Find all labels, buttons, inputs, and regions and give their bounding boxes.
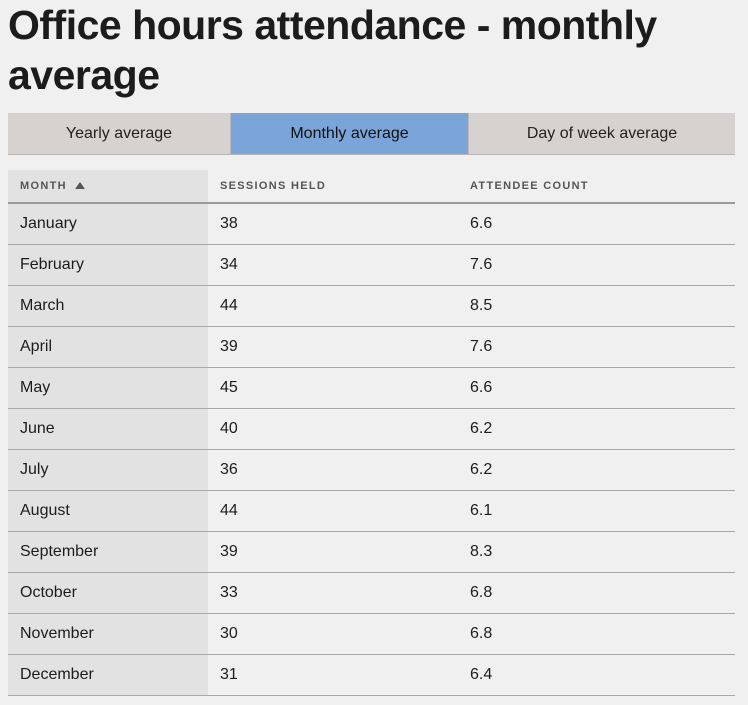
table-row: December 31 6.4 <box>8 655 735 696</box>
table-header: MONTH SESSIONS HELD ATTENDEE COUNT <box>8 170 735 204</box>
month-cell: September <box>8 532 208 572</box>
sessions-held-cell: 38 <box>220 215 238 232</box>
tab-day-of-week-average[interactable]: Day of week average <box>468 113 735 154</box>
attendee-count-cell: 6.2 <box>470 461 493 478</box>
month-cell: May <box>8 368 208 408</box>
sessions-held-cell: 44 <box>220 502 238 519</box>
table-row: November 30 6.8 <box>8 614 735 655</box>
sessions-held-cell: 39 <box>220 338 238 355</box>
attendee-count-cell: 8.3 <box>470 543 493 560</box>
month-cell: July <box>8 450 208 490</box>
table-row: October 33 6.8 <box>8 573 735 614</box>
table-row: September 39 8.3 <box>8 532 735 573</box>
month-cell: February <box>8 245 208 285</box>
sessions-held-cell: 33 <box>220 584 238 601</box>
sort-ascending-icon <box>74 182 85 189</box>
column-header-sessions-held[interactable]: SESSIONS HELD <box>208 170 458 202</box>
month-cell: November <box>8 614 208 654</box>
page-title: Office hours attendance - monthly averag… <box>8 2 657 98</box>
attendee-count-cell: 7.6 <box>470 256 493 273</box>
attendance-table: MONTH SESSIONS HELD ATTENDEE COUNT Janua… <box>8 170 735 696</box>
attendee-count-cell: 8.5 <box>470 297 493 314</box>
month-cell: March <box>8 286 208 326</box>
month-cell: December <box>8 655 208 695</box>
tab-monthly-average[interactable]: Monthly average <box>231 113 468 154</box>
month-cell: April <box>8 327 208 367</box>
table-row: June 40 6.2 <box>8 409 735 450</box>
table-row: February 34 7.6 <box>8 245 735 286</box>
table-row: May 45 6.6 <box>8 368 735 409</box>
sessions-held-cell: 39 <box>220 543 238 560</box>
column-header-month[interactable]: MONTH <box>8 170 208 202</box>
column-header-label: SESSIONS HELD <box>220 180 327 192</box>
attendee-count-cell: 6.6 <box>470 215 493 232</box>
column-header-attendee-count[interactable]: ATTENDEE COUNT <box>458 170 735 202</box>
month-cell: August <box>8 491 208 531</box>
column-header-label: MONTH <box>20 180 67 192</box>
sessions-held-cell: 31 <box>220 666 238 683</box>
column-header-label: ATTENDEE COUNT <box>470 180 589 192</box>
month-cell: October <box>8 573 208 613</box>
attendee-count-cell: 6.8 <box>470 625 493 642</box>
attendee-count-cell: 6.8 <box>470 584 493 601</box>
table-row: April 39 7.6 <box>8 327 735 368</box>
table-body: January 38 6.6 February 34 7.6 March 44 8.5 April… <box>8 204 735 696</box>
month-cell: June <box>8 409 208 449</box>
table-row: August 44 6.1 <box>8 491 735 532</box>
attendee-count-cell: 6.6 <box>470 379 493 396</box>
sessions-held-cell: 34 <box>220 256 238 273</box>
sessions-held-cell: 30 <box>220 625 238 642</box>
sessions-held-cell: 40 <box>220 420 238 437</box>
sessions-held-cell: 45 <box>220 379 238 396</box>
month-cell: January <box>8 204 208 244</box>
attendee-count-cell: 6.1 <box>470 502 493 519</box>
sessions-held-cell: 44 <box>220 297 238 314</box>
tab-yearly-average[interactable]: Yearly average <box>8 113 231 154</box>
table-row: July 36 6.2 <box>8 450 735 491</box>
attendee-count-cell: 6.4 <box>470 666 493 683</box>
tab-bar: Yearly average Monthly average Day of we… <box>8 113 735 155</box>
attendee-count-cell: 6.2 <box>470 420 493 437</box>
sessions-held-cell: 36 <box>220 461 238 478</box>
table-row: March 44 8.5 <box>8 286 735 327</box>
table-row: January 38 6.6 <box>8 204 735 245</box>
attendee-count-cell: 7.6 <box>470 338 493 355</box>
